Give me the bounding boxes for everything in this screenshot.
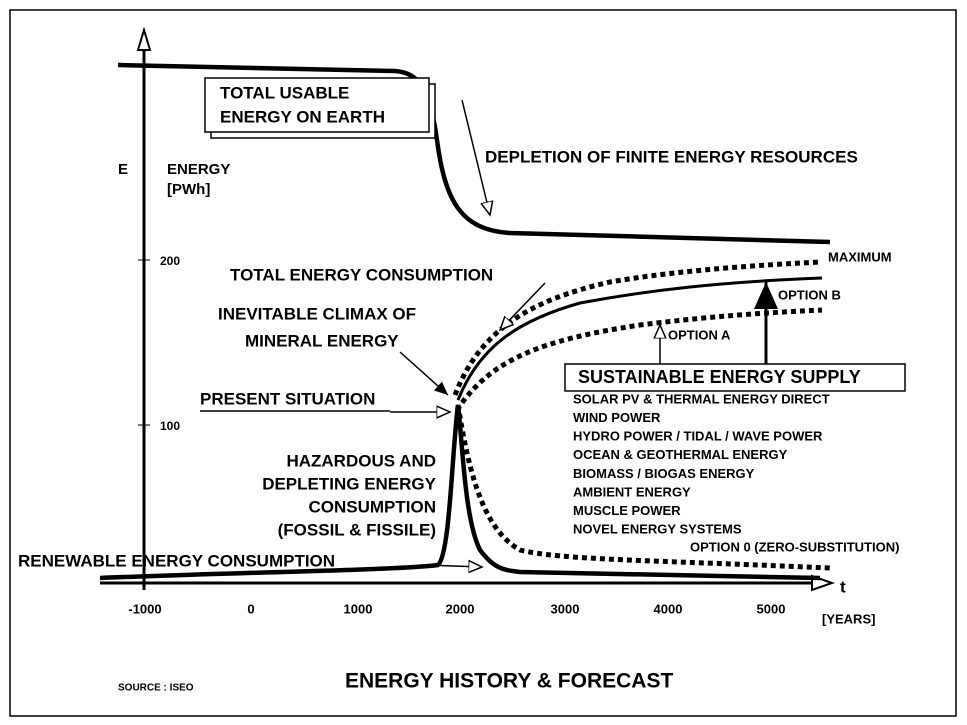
label: TOTAL USABLE <box>220 83 349 102</box>
box <box>564 363 906 392</box>
label: OPTION A <box>668 327 731 342</box>
tick-label: 4000 <box>654 601 683 616</box>
label: [YEARS] <box>822 611 875 626</box>
label: MAXIMUM <box>828 249 892 264</box>
tick-label: 3000 <box>551 601 580 616</box>
tick-label: 100 <box>160 419 180 433</box>
box <box>204 77 430 133</box>
label: DEPLETION OF FINITE ENERGY RESOURCES <box>485 147 858 166</box>
label: ENERGY ON EARTH <box>220 107 385 126</box>
list-item: AMBIENT ENERGY <box>573 484 691 499</box>
list-item: NOVEL ENERGY SYSTEMS <box>573 522 742 537</box>
tick-label: 2000 <box>446 601 475 616</box>
label: ENERGY <box>167 161 230 178</box>
label: E <box>118 161 128 178</box>
source: SOURCE : ISEO <box>118 683 194 694</box>
box-title: SUSTAINABLE ENERGY SUPPLY <box>578 367 861 387</box>
list-item: HYDRO POWER / TIDAL / WAVE POWER <box>573 429 823 444</box>
label: TOTAL ENERGY CONSUMPTION <box>230 265 493 284</box>
curves <box>99 62 831 581</box>
list-item: OCEAN & GEOTHERMAL ENERGY <box>573 447 788 462</box>
label: OPTION B <box>778 287 841 302</box>
tick-label: -1000 <box>128 601 161 616</box>
list-item: MUSCLE POWER <box>573 503 681 518</box>
frame <box>9 9 957 717</box>
title: ENERGY HISTORY & FORECAST <box>345 670 673 693</box>
label: PRESENT SITUATION <box>200 389 375 408</box>
label: DEPLETING ENERGY <box>262 474 436 493</box>
label: INEVITABLE CLIMAX OF <box>218 304 416 323</box>
label: RENEWABLE ENERGY CONSUMPTION <box>18 551 335 570</box>
tick-label: 0 <box>247 601 254 616</box>
label: HAZARDOUS AND <box>286 451 436 470</box>
list-item: WIND POWER <box>573 410 661 425</box>
label: CONSUMPTION <box>309 497 437 516</box>
label: t <box>840 577 846 596</box>
texts: TOTAL USABLE ENERGY ON EARTH E ENERGY [P… <box>18 83 899 693</box>
axes <box>100 26 836 592</box>
label: (FOSSIL & FISSILE) <box>278 520 436 539</box>
list-item: SOLAR PV & THERMAL ENERGY DIRECT <box>573 391 830 406</box>
label: OPTION 0 (ZERO-SUBSTITUTION) <box>690 539 899 554</box>
tick-label: 200 <box>160 254 180 268</box>
tick-label: 1000 <box>344 601 373 616</box>
list-item: BIOMASS / BIOGAS ENERGY <box>573 466 755 481</box>
label: [PWh] <box>167 181 210 198</box>
tick-label: 5000 <box>757 601 786 616</box>
arrows <box>200 99 778 567</box>
label: MINERAL ENERGY <box>245 331 399 350</box>
